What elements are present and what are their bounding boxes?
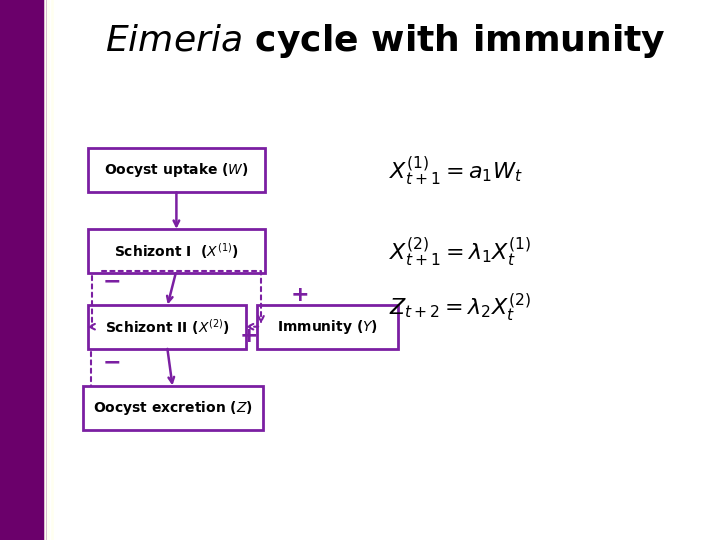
- Text: $X^{(2)}_{t+1} = \lambda_1 X^{(1)}_t$: $X^{(2)}_{t+1} = \lambda_1 X^{(1)}_t$: [389, 235, 531, 267]
- Text: $\mathbf{+}$: $\mathbf{+}$: [289, 285, 308, 306]
- Text: $\mathit{Eimeria}$ cycle with immunity: $\mathit{Eimeria}$ cycle with immunity: [105, 22, 665, 59]
- Bar: [0, 0, 47, 540]
- FancyBboxPatch shape: [83, 386, 263, 430]
- Text: Oocyst excretion ($Z$): Oocyst excretion ($Z$): [93, 399, 253, 417]
- FancyBboxPatch shape: [89, 148, 265, 192]
- FancyBboxPatch shape: [258, 305, 397, 349]
- Text: Oocyst uptake ($W$): Oocyst uptake ($W$): [104, 161, 249, 179]
- Text: $Z_{t+2} = \lambda_2 X^{(2)}_t$: $Z_{t+2} = \lambda_2 X^{(2)}_t$: [389, 292, 531, 324]
- Text: $\mathbf{-}$: $\mathbf{-}$: [102, 271, 121, 291]
- Text: $\mathbf{-}$: $\mathbf{-}$: [102, 352, 121, 372]
- Text: $X^{(1)}_{t+1} = a_1 W_t$: $X^{(1)}_{t+1} = a_1 W_t$: [389, 154, 523, 186]
- Text: Schizont I  ($X^{(1)}$): Schizont I ($X^{(1)}$): [114, 241, 239, 261]
- FancyBboxPatch shape: [89, 229, 265, 273]
- FancyBboxPatch shape: [88, 305, 246, 349]
- Text: $\mathbf{+}$: $\mathbf{+}$: [239, 326, 258, 346]
- Text: Immunity ($Y$): Immunity ($Y$): [277, 318, 378, 336]
- Text: Schizont II ($X^{(2)}$): Schizont II ($X^{(2)}$): [104, 317, 230, 336]
